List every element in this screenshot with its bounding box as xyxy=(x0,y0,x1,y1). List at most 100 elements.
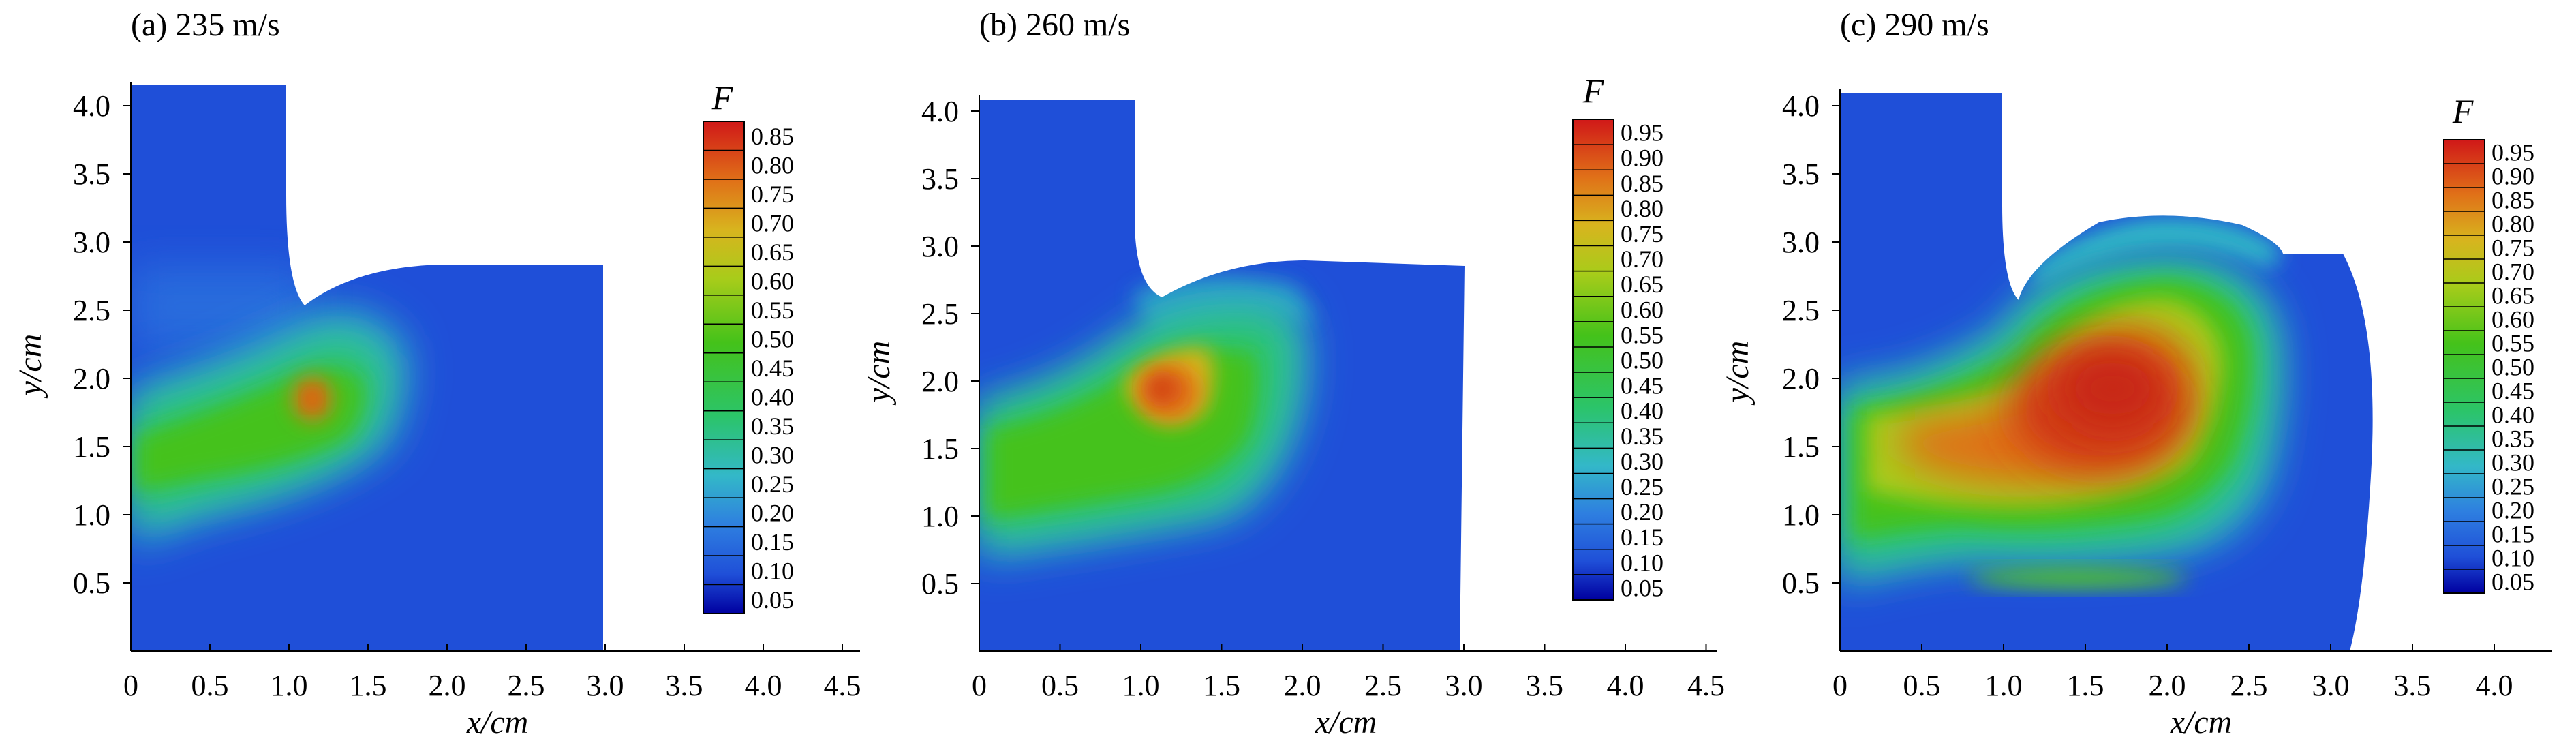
panel-a-colorbar-label: 0.40 xyxy=(751,383,794,410)
panel-c-colorbar-label: 0.40 xyxy=(2491,402,2534,429)
panel-a-colorbar-label: 0.55 xyxy=(751,297,794,324)
panel-b-colorbar-label: 0.50 xyxy=(1621,347,1663,374)
panel-c-title: (c) 290 m/s xyxy=(1840,7,1989,43)
panel-b-x-tick-label: 3.5 xyxy=(1526,669,1563,702)
panel-b-y-tick-label: 1.5 xyxy=(921,432,959,466)
panel-c-colorbar-label: 0.45 xyxy=(2491,378,2534,405)
panel-b-colorbar: F 0.950.900.850.800.750.700.650.600.550.… xyxy=(1572,72,1663,601)
panel-c-colorbar-label: 0.95 xyxy=(2491,139,2534,166)
panel-a-x-tick-label: 0.5 xyxy=(191,669,229,702)
panel-b-x-tick-label: 1.5 xyxy=(1203,669,1240,702)
panel-c-y-tick-label: 1.0 xyxy=(1782,498,1820,532)
panel-a-x-tick-label: 2.0 xyxy=(429,669,466,702)
panel-c-colorbar-label: 0.05 xyxy=(2491,569,2534,596)
panel-a-colorbar-bar xyxy=(703,121,745,614)
panel-b-colorbar-label: 0.35 xyxy=(1621,423,1663,450)
panel-b-y-ticks: 0.5 1.0 1.5 2.0 2.5 3.0 3.5 4.0 xyxy=(921,95,979,601)
panel-c-colorbar-title: F xyxy=(2452,92,2474,130)
panel-a-colorbar-label: 0.25 xyxy=(751,470,794,498)
panel-c-y-tick-label: 4.0 xyxy=(1782,89,1820,123)
panel-b-y-tick-label: 2.0 xyxy=(921,365,959,398)
panel-b-x-tick-label: 1.0 xyxy=(1122,669,1160,702)
panel-b-colorbar-label: 0.90 xyxy=(1621,145,1663,172)
panel-b-y-tick-label: 3.5 xyxy=(921,162,959,196)
panel-c-x-tick-label: 2.5 xyxy=(2230,669,2268,702)
panel-b-y-tick-label: 2.5 xyxy=(921,297,959,331)
panel-a-y-ticks: 0.5 1.0 1.5 2.0 2.5 3.0 3.5 4.0 xyxy=(73,89,131,600)
panel-b-y-tick-label: 0.5 xyxy=(921,567,959,601)
panel-a-colorbar-label: 0.30 xyxy=(751,441,794,468)
panel-b-colorbar-label: 0.15 xyxy=(1621,524,1663,551)
panel-c-x-ticks: 0 0.5 1.0 1.5 2.0 2.5 3.0 3.5 4.0 xyxy=(1833,644,2513,702)
panel-c-colorbar-label: 0.85 xyxy=(2491,187,2534,214)
panel-a-colorbar-label: 0.05 xyxy=(751,586,794,614)
panel-a-x-tick-label: 1.0 xyxy=(271,669,308,702)
panel-b-x-tick-label: 2.5 xyxy=(1364,669,1402,702)
panel-c-x-tick-label: 3.5 xyxy=(2394,669,2432,702)
panel-c-y-tick-label: 2.0 xyxy=(1782,362,1820,395)
panel-b-x-tick-label: 0.5 xyxy=(1041,669,1079,702)
panel-b-colorbar-label: 0.25 xyxy=(1621,473,1663,500)
panel-c-xlabel: x/cm xyxy=(2170,704,2233,740)
panel-c-colorbar-label: 0.15 xyxy=(2491,521,2534,548)
panel-a-colorbar-label: 0.45 xyxy=(751,355,794,382)
panel-b-colorbar-label: 0.55 xyxy=(1621,321,1663,348)
panel-a-title: (a) 235 m/s xyxy=(131,7,280,43)
panel-a-y-tick-label: 1.5 xyxy=(73,430,110,464)
panel-b-colorbar-label: 0.20 xyxy=(1621,498,1663,526)
panel-a-x-tick-label: 2.5 xyxy=(508,669,545,702)
panel-a-y-tick-label: 4.0 xyxy=(73,89,110,123)
panel-b-colorbar-bar xyxy=(1572,119,1614,601)
panel-a-y-tick-label: 2.5 xyxy=(73,294,110,327)
panel-b-y-tick-label: 3.0 xyxy=(921,230,959,263)
panel-c-y-tick-label: 3.5 xyxy=(1782,157,1820,191)
panel-b-y-tick-label: 1.0 xyxy=(921,500,959,533)
panel-c-field xyxy=(1840,93,2373,651)
panel-a-y-tick-label: 3.5 xyxy=(73,157,110,191)
panel-c-ylabel: y/cm xyxy=(1719,341,1755,406)
panel-a-colorbar-label: 0.70 xyxy=(751,210,794,237)
panel-a-colorbar-label: 0.65 xyxy=(751,239,794,266)
panel-c-colorbar-bar xyxy=(2443,139,2485,594)
panel-c-y-ticks: 0.5 1.0 1.5 2.0 2.5 3.0 3.5 4.0 xyxy=(1782,89,1840,600)
panel-a-x-tick-label: 3.0 xyxy=(587,669,624,702)
panel-b-colorbar-label: 0.80 xyxy=(1621,195,1663,222)
panel-c-colorbar-label: 0.20 xyxy=(2491,497,2534,524)
panel-b-xlabel: x/cm xyxy=(1315,704,1377,740)
panel-a-colorbar: F 0.850.800.750.700.650.600.550.500.450.… xyxy=(703,78,794,614)
panel-c-colorbar-label: 0.65 xyxy=(2491,282,2534,310)
panel-c-colorbar-label: 0.35 xyxy=(2491,425,2534,453)
panel-c-colorbar: F 0.950.900.850.800.750.700.650.600.550.… xyxy=(2443,92,2534,596)
panel-a-colorbar-title: F xyxy=(711,78,733,117)
panel-a-colorbar-label: 0.35 xyxy=(751,412,794,440)
panel-c-x-tick-label: 2.0 xyxy=(2149,669,2186,702)
panel-b-colorbar-label: 0.45 xyxy=(1621,372,1663,399)
panel-c-colorbar-label: 0.90 xyxy=(2491,163,2534,190)
panel-b-title: (b) 260 m/s xyxy=(979,7,1130,43)
panel-a-xlabel: x/cm xyxy=(466,704,529,740)
panel-a-y-tick-label: 2.0 xyxy=(73,362,110,395)
panel-a-x-tick-label: 4.5 xyxy=(824,669,861,702)
panel-a-colorbar-label: 0.75 xyxy=(751,181,794,208)
panel-b-colorbar-label: 0.75 xyxy=(1621,220,1663,247)
panel-b-x-tick-label: 3.0 xyxy=(1445,669,1483,702)
panel-c-y-tick-label: 0.5 xyxy=(1782,567,1820,600)
panel-a-colorbar-label: 0.80 xyxy=(751,152,794,179)
panel-b-x-tick-label: 0 xyxy=(972,669,987,702)
panel-c-y-tick-label: 3.0 xyxy=(1782,226,1820,259)
panel-c-colorbar-label: 0.50 xyxy=(2491,354,2534,381)
panel-b-x-tick-label: 4.0 xyxy=(1607,669,1644,702)
panel-a-y-tick-label: 1.0 xyxy=(73,498,110,532)
panel-a-y-tick-label: 0.5 xyxy=(73,567,110,600)
panel-a-field xyxy=(131,85,603,651)
panel-b-y-tick-label: 4.0 xyxy=(921,95,959,128)
panel-c-colorbar-label: 0.30 xyxy=(2491,449,2534,477)
panel-b-x-tick-label: 2.0 xyxy=(1284,669,1321,702)
panel-c-colorbar-label: 0.10 xyxy=(2491,545,2534,572)
panel-b-colorbar-label: 0.85 xyxy=(1621,170,1663,197)
panel-b-field xyxy=(979,100,1465,651)
panel-b: 0 0.5 1.0 1.5 2.0 2.5 3.0 3.5 4.0 4.5 0.5 1.0 1.5 2.… xyxy=(861,7,1725,740)
panel-b-x-tick-label: 4.5 xyxy=(1687,669,1725,702)
panel-c-x-tick-label: 1.0 xyxy=(1985,669,2023,702)
panel-b-colorbar-label: 0.40 xyxy=(1621,397,1663,425)
